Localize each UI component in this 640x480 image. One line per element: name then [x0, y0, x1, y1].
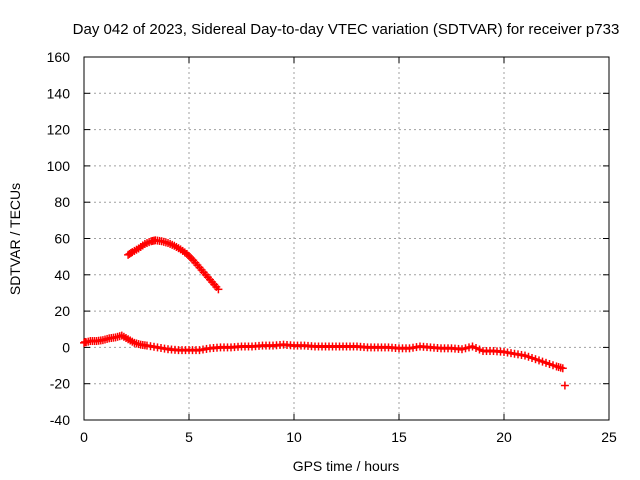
data-point-interp	[549, 361, 557, 370]
data-point	[458, 345, 466, 354]
x-tick-label: 10	[286, 429, 302, 445]
y-tick-label: -20	[50, 376, 70, 392]
data-point-interp	[465, 343, 473, 352]
y-tick-labels: -40 -20 0 20 40 60 80 100 120 140 160	[47, 49, 71, 428]
y-tick-label: 120	[47, 122, 71, 138]
x-tick-label: 25	[601, 429, 617, 445]
data-point-interp	[472, 344, 480, 353]
y-axis-label: SDTVAR / TECUs	[7, 183, 23, 295]
data-point	[81, 337, 90, 346]
data-point-interp	[535, 356, 543, 365]
data-point-interp	[461, 344, 470, 353]
axis-ticks	[83, 56, 610, 421]
data-point-interp	[475, 345, 484, 354]
data-point	[531, 355, 540, 364]
y-tick-label: 140	[47, 85, 71, 101]
x-tick-label: 0	[80, 429, 88, 445]
y-tick-label: 20	[54, 303, 70, 319]
y-tick-label: 100	[47, 158, 71, 174]
data-point-interp	[545, 360, 554, 369]
data-point	[558, 364, 567, 373]
y-tick-label: 80	[54, 194, 70, 210]
chart-title: Day 042 of 2023, Sidereal Day-to-day VTE…	[73, 21, 620, 38]
data-point-interp	[538, 357, 547, 366]
data-points	[80, 236, 569, 390]
y-tick-label: 60	[54, 231, 70, 247]
data-point	[521, 351, 529, 360]
data-point	[560, 381, 569, 390]
y-tick-label: -40	[50, 412, 70, 428]
data-point-interp	[524, 352, 533, 361]
data-point	[214, 285, 223, 294]
x-tick-label: 20	[496, 429, 512, 445]
x-tick-labels: 0 5 10 15 20 25	[80, 429, 617, 445]
data-point	[468, 342, 477, 351]
y-tick-label: 160	[47, 49, 71, 65]
y-tick-label: 0	[62, 339, 70, 355]
x-tick-label: 5	[185, 429, 193, 445]
grid-lines	[84, 57, 609, 420]
x-axis-label: GPS time / hours	[293, 458, 400, 474]
series-trace	[83, 334, 564, 370]
x-tick-label: 15	[391, 429, 407, 445]
y-tick-label: 40	[54, 267, 70, 283]
series-2	[83, 334, 564, 370]
data-point-interp	[528, 353, 536, 362]
data-point	[542, 358, 550, 367]
